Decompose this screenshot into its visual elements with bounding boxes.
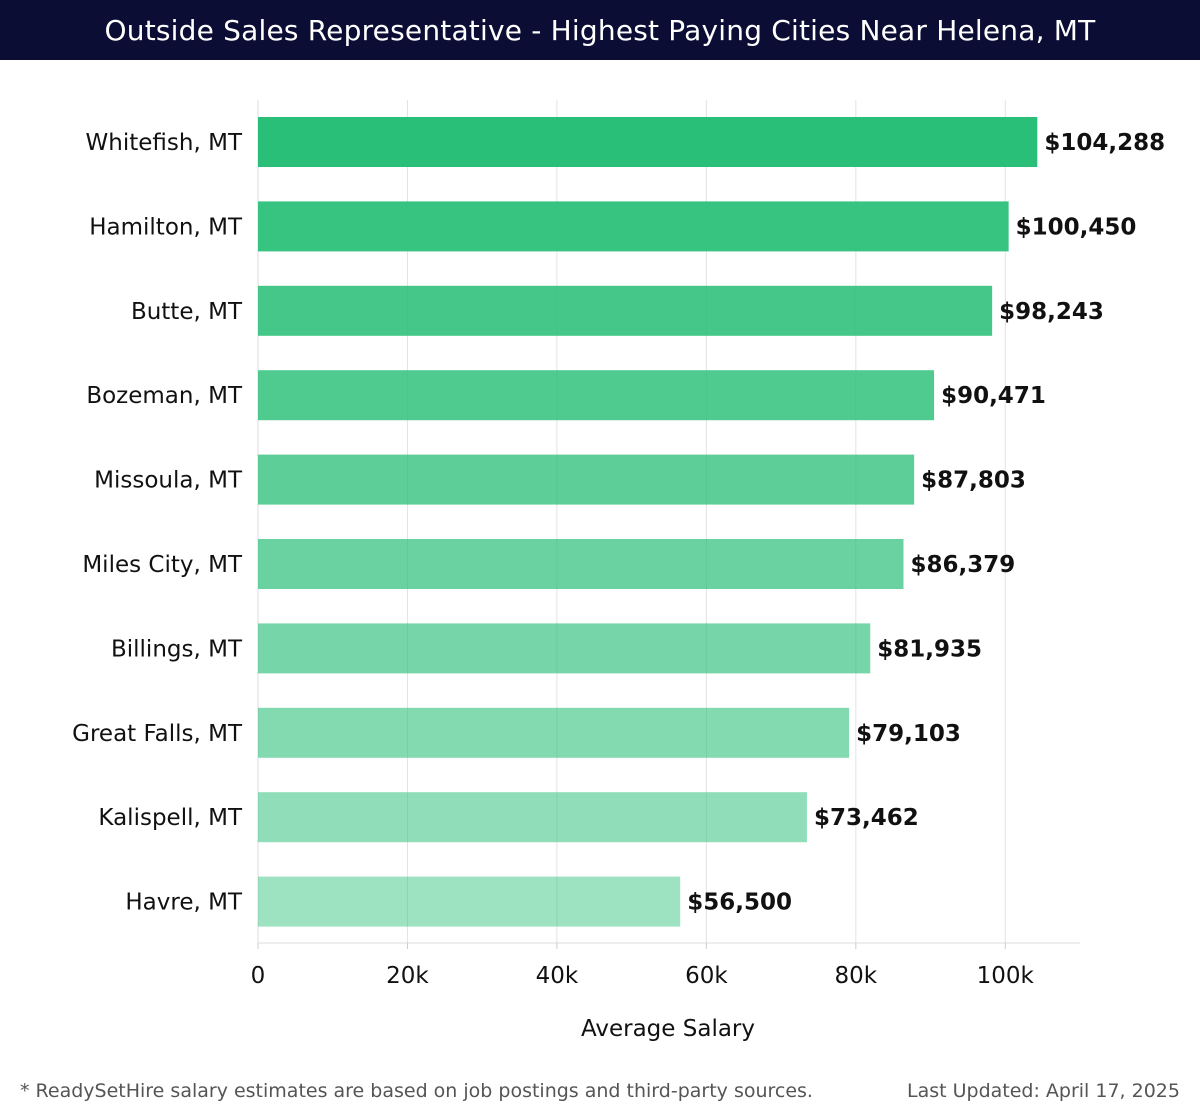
category-label: Butte, MT bbox=[131, 299, 243, 325]
bar bbox=[258, 117, 1038, 167]
bar bbox=[258, 370, 935, 421]
chart-title: Outside Sales Representative - Highest P… bbox=[0, 0, 1200, 60]
bar bbox=[258, 539, 904, 589]
category-label: Miles City, MT bbox=[82, 552, 243, 578]
x-tick-label: 80k bbox=[835, 963, 878, 989]
x-tick-label: 0 bbox=[251, 963, 266, 989]
x-tick-label: 60k bbox=[685, 963, 728, 989]
value-label: $56,500 bbox=[687, 890, 792, 916]
footer-note: * ReadySetHire salary estimates are base… bbox=[20, 1080, 813, 1102]
x-axis-label: Average Salary bbox=[581, 1016, 755, 1042]
bar bbox=[258, 623, 871, 674]
x-tick-label: 100k bbox=[977, 963, 1035, 989]
value-label: $87,803 bbox=[921, 468, 1026, 494]
category-label: Kalispell, MT bbox=[98, 805, 243, 831]
x-tick-label: 40k bbox=[536, 963, 579, 989]
value-label: $86,379 bbox=[910, 552, 1015, 578]
category-label: Hamilton, MT bbox=[89, 214, 243, 240]
category-label: Missoula, MT bbox=[94, 468, 243, 494]
last-updated: Last Updated: April 17, 2025 bbox=[906, 1080, 1180, 1102]
bar bbox=[258, 707, 850, 758]
value-label: $73,462 bbox=[814, 805, 919, 831]
value-label: $98,243 bbox=[999, 299, 1104, 325]
bar bbox=[258, 792, 807, 843]
x-axis: 0 20k 40k 60k 80k 100k bbox=[251, 942, 1080, 989]
category-label: Great Falls, MT bbox=[72, 721, 243, 747]
x-tick-label: 20k bbox=[386, 963, 429, 989]
value-label: $90,471 bbox=[941, 383, 1046, 409]
bar bbox=[258, 285, 993, 336]
bar-chart: Whitefish, MT $104,288 Hamilton, MT $100,45… bbox=[72, 100, 1165, 1042]
value-label: $104,288 bbox=[1044, 130, 1165, 156]
bar bbox=[258, 876, 681, 927]
bars: Whitefish, MT $104,288 Hamilton, MT $100,45… bbox=[72, 117, 1165, 927]
bar bbox=[258, 201, 1009, 252]
category-label: Whitefish, MT bbox=[86, 130, 243, 156]
value-label: $81,935 bbox=[877, 636, 982, 662]
category-label: Havre, MT bbox=[125, 890, 243, 916]
value-label: $100,450 bbox=[1016, 214, 1137, 240]
bar bbox=[258, 454, 915, 505]
value-label: $79,103 bbox=[856, 721, 961, 747]
category-label: Billings, MT bbox=[111, 636, 243, 662]
category-label: Bozeman, MT bbox=[86, 383, 243, 409]
